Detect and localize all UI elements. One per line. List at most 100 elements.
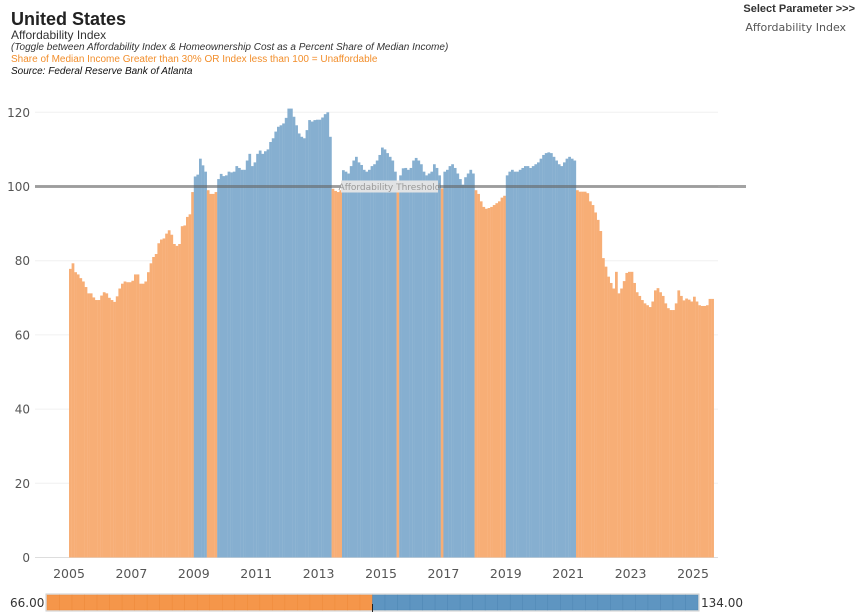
bar — [100, 295, 103, 558]
legend-cell-affordable — [635, 594, 649, 611]
bar — [680, 295, 683, 558]
bar — [695, 301, 699, 558]
bar — [700, 305, 704, 558]
bar — [136, 274, 140, 558]
bar — [105, 293, 109, 558]
bar — [711, 298, 714, 558]
bar — [604, 266, 608, 558]
bar — [175, 245, 179, 558]
bar — [165, 233, 168, 558]
bar — [199, 158, 202, 558]
bar — [477, 193, 480, 558]
bar — [264, 151, 267, 558]
bar — [529, 167, 532, 558]
bar — [173, 244, 176, 558]
bar — [331, 188, 335, 558]
bar — [589, 201, 592, 558]
legend-cell-affordable — [434, 594, 448, 611]
legend-cell-affordable — [447, 594, 461, 611]
bar — [167, 230, 171, 558]
bar — [386, 153, 389, 558]
bar — [464, 177, 467, 558]
legend-cell-affordable — [547, 594, 561, 611]
bar — [308, 120, 311, 558]
bar — [440, 188, 444, 558]
bar — [453, 167, 457, 558]
bar — [565, 158, 569, 558]
legend-cell-affordable — [372, 594, 386, 611]
bar — [126, 282, 129, 558]
bar — [336, 192, 340, 558]
bar — [188, 214, 192, 558]
legend-cell-unaffordable — [96, 594, 110, 611]
y-tick-label: 120 — [7, 106, 30, 120]
page-title: United States — [11, 9, 127, 29]
bar — [420, 164, 423, 558]
legend-cell-unaffordable — [259, 594, 273, 611]
toggle-note: (Toggle between Affordability Index & Ho… — [11, 42, 449, 53]
bar — [407, 169, 410, 558]
bar — [487, 208, 491, 558]
legend-cell-affordable — [610, 594, 624, 611]
bar — [193, 176, 197, 558]
bar — [586, 193, 590, 558]
x-tick-label: 2021 — [552, 566, 584, 581]
bar — [266, 149, 270, 558]
threshold-label: Affordability Threshold — [339, 183, 441, 193]
bar — [347, 173, 350, 558]
y-tick-label: 0 — [22, 551, 30, 565]
bar — [121, 283, 124, 558]
bar — [212, 193, 215, 558]
parameter-value[interactable]: Affordability Index — [745, 21, 847, 34]
bar — [274, 131, 278, 558]
bar — [394, 171, 397, 558]
y-tick-label: 40 — [15, 403, 30, 417]
bar — [433, 164, 436, 558]
bar — [84, 287, 88, 558]
bar — [500, 197, 504, 558]
x-tick-label: 2023 — [615, 566, 647, 581]
bar — [451, 164, 454, 558]
bar — [219, 173, 223, 558]
legend-cell-unaffordable — [196, 594, 211, 611]
bar — [115, 296, 119, 558]
x-tick-label: 2019 — [490, 566, 522, 581]
bar — [531, 166, 535, 558]
bar — [706, 305, 709, 558]
bar — [609, 282, 613, 558]
bar — [191, 192, 194, 558]
bar — [677, 290, 681, 558]
bar — [243, 169, 246, 558]
bar — [570, 158, 574, 558]
bar — [110, 300, 114, 558]
bar — [669, 310, 673, 558]
bar — [245, 160, 249, 558]
bar — [227, 171, 231, 558]
x-tick-label: 2015 — [365, 566, 397, 581]
bar — [240, 169, 244, 558]
bar — [365, 171, 369, 558]
bar — [414, 157, 418, 558]
bar — [123, 281, 127, 558]
bar — [537, 162, 540, 558]
bar — [518, 169, 522, 558]
bar — [362, 169, 366, 558]
bar — [113, 301, 116, 558]
bar — [427, 173, 431, 558]
bar — [534, 164, 538, 558]
bar — [149, 263, 153, 558]
y-tick-label: 100 — [7, 180, 30, 194]
legend-max-label: 134.00 — [701, 596, 743, 610]
legend-cell-affordable — [509, 594, 523, 611]
legend-cell-affordable — [384, 594, 398, 611]
legend-cell-unaffordable — [134, 594, 148, 611]
bar — [305, 130, 309, 558]
legend-cell-unaffordable — [272, 594, 286, 611]
parameter-control[interactable]: Select Parameter >>> Affordability Index — [743, 3, 855, 34]
bar — [318, 119, 322, 558]
legend-cell-affordable — [497, 594, 511, 611]
bar — [321, 117, 324, 558]
bar — [583, 191, 587, 558]
bar — [646, 305, 649, 558]
